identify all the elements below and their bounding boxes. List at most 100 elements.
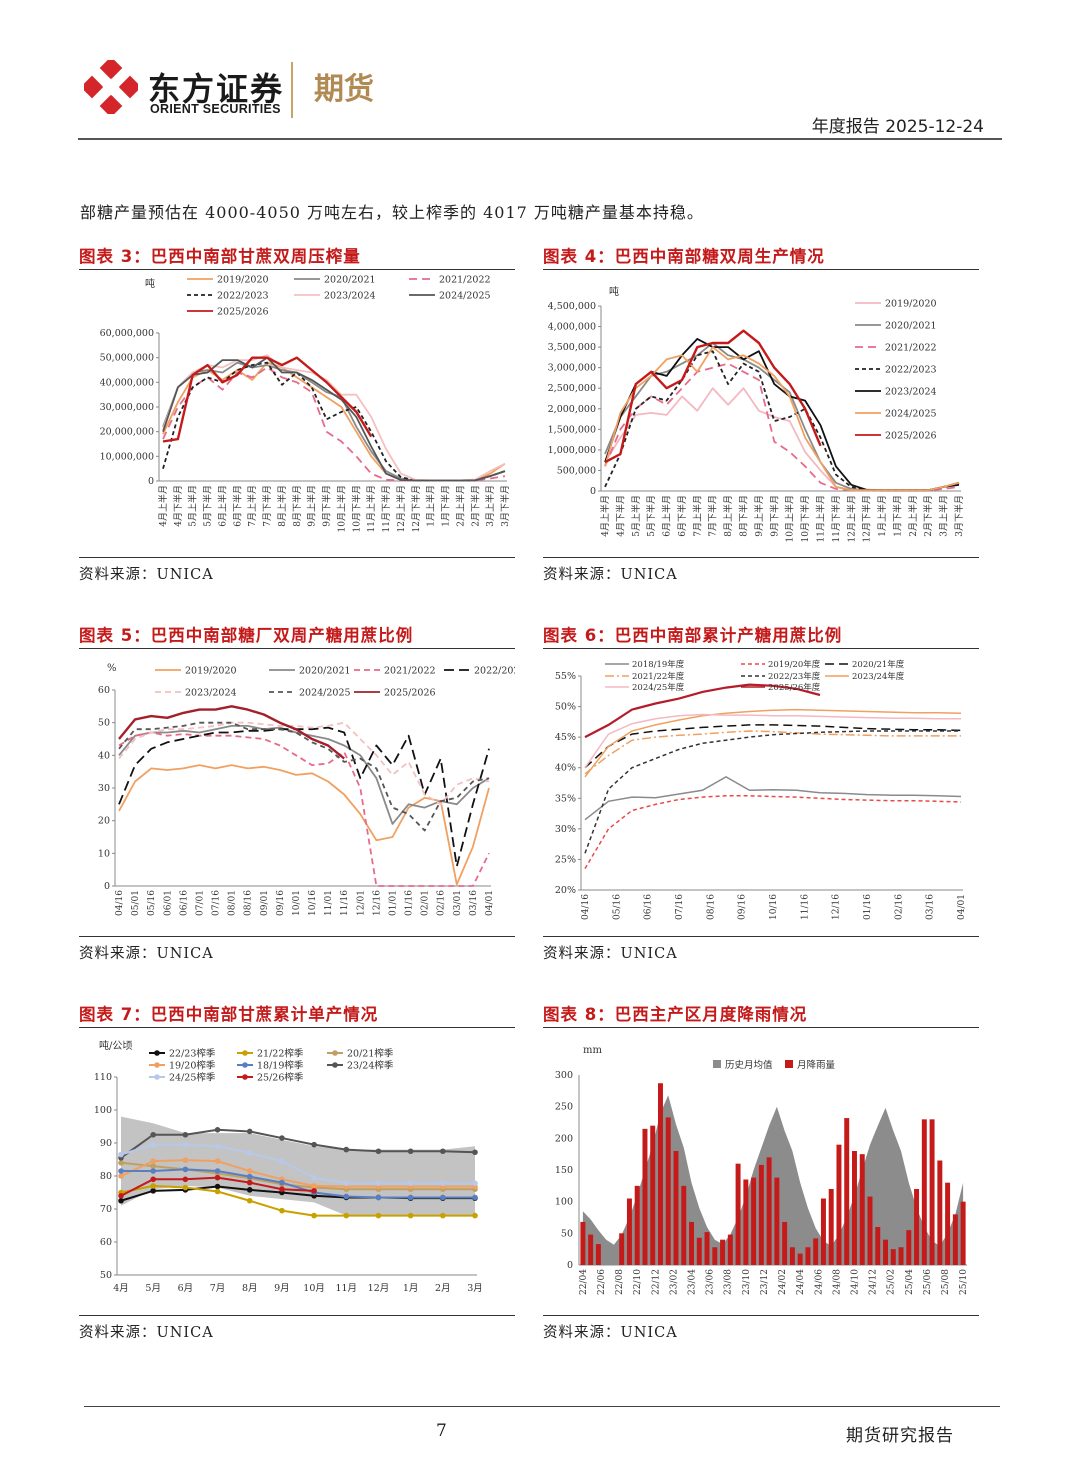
- series-point: [214, 1183, 221, 1190]
- rain-bar: [851, 1151, 857, 1265]
- rain-bar: [588, 1234, 594, 1265]
- x-tick-label: 4月上半月: [157, 485, 169, 527]
- x-tick-label: 9月上半月: [753, 495, 765, 537]
- x-tick-label: 23/02: [669, 1269, 679, 1295]
- legend-label: 2020/2021: [885, 321, 937, 332]
- header-rule: [78, 138, 1002, 140]
- y-tick-label: 45%: [555, 732, 576, 743]
- figure-rule: [79, 648, 515, 649]
- series-point: [182, 1157, 189, 1163]
- brand-name-en: ORIENT SECURITIES: [150, 102, 281, 116]
- y-tick-label: 60: [100, 1237, 112, 1248]
- rain-bar: [898, 1247, 904, 1265]
- x-tick-label: 01/16: [405, 890, 415, 916]
- legend-label: 20/21榨季: [347, 1048, 394, 1060]
- y-tick-label: 70: [100, 1204, 112, 1215]
- rain-bar: [712, 1247, 718, 1265]
- x-tick-label: 3月: [467, 1283, 483, 1294]
- series-point: [150, 1188, 156, 1194]
- series-point: [343, 1146, 350, 1153]
- x-tick-label: 06/16: [179, 890, 189, 916]
- rain-bar: [952, 1214, 958, 1265]
- x-tick-label: 12/16: [832, 894, 842, 920]
- legend-marker: [154, 1074, 160, 1080]
- series-point: [182, 1176, 189, 1183]
- y-tick-label: 0: [104, 881, 110, 892]
- chart-rainfall: 300 250 200 150 100 50 0 mm 22/04 22/06 22/08 22/10…: [555, 1045, 969, 1295]
- legend-label: 2024/2025: [885, 409, 937, 420]
- x-tick-label: 10月下半月: [799, 495, 811, 542]
- figure-rule: [79, 269, 515, 270]
- x-tick-label: 11月: [335, 1283, 357, 1294]
- x-tick-label: 24/12: [869, 1269, 879, 1295]
- series-line: [120, 1128, 476, 1159]
- x-tick-label: 1月下半月: [440, 485, 452, 527]
- chart-cane-yield: 110 100 90 80 70 60 50 吨/公顷 4月 5月 6月 7月 8月 9月 10月 11月 12…: [94, 1039, 483, 1294]
- x-tick-label: 11/16: [800, 894, 810, 920]
- y-tick-label: 30,000,000: [100, 402, 154, 413]
- header-divider: [291, 62, 293, 118]
- series-point: [311, 1141, 317, 1148]
- x-tick-label: 12/01: [356, 890, 366, 916]
- x-tick-label: 11月上半月: [814, 495, 826, 542]
- series-point: [472, 1194, 478, 1201]
- figure-title: 图表 5：巴西中南部糖厂双周产糖用蔗比例: [79, 626, 414, 645]
- series-point: [182, 1141, 189, 1148]
- series-point: [311, 1212, 317, 1219]
- series-line: [120, 1143, 475, 1185]
- y-tick-label: 250: [555, 1102, 573, 1113]
- x-tick-label: 23/06: [706, 1269, 716, 1295]
- y-tick-label: 60: [98, 685, 110, 696]
- figure-title: 图表 8：巴西主产区月度降雨情况: [543, 1005, 808, 1024]
- x-tick-label: 10月下半月: [350, 485, 362, 532]
- rain-bar: [929, 1119, 935, 1265]
- y-tick-label: 40,000,000: [100, 377, 154, 388]
- series-point: [118, 1160, 124, 1166]
- rain-bar: [820, 1198, 826, 1265]
- x-tick-label: 11月下半月: [830, 495, 842, 542]
- x-tick-label: 07/01: [195, 890, 205, 916]
- series-point: [407, 1212, 414, 1219]
- legend-label: 22/23榨季: [169, 1048, 216, 1060]
- x-tick-label: 6月: [178, 1283, 194, 1294]
- legend-label: 2021/2022: [439, 275, 491, 286]
- footer-label: 期货研究报告: [846, 1426, 954, 1446]
- x-tick-label: 2月上半月: [907, 495, 919, 537]
- y-tick-label: 60,000,000: [100, 328, 154, 339]
- legend-label: 2023/24年度: [852, 671, 905, 682]
- legend-label: 2024/2025: [299, 688, 351, 699]
- series-point: [375, 1180, 382, 1187]
- rain-bar: [758, 1164, 764, 1265]
- figure-rule: [79, 1315, 515, 1316]
- x-tick-label: 5月上半月: [630, 495, 642, 537]
- series-point: [150, 1176, 156, 1183]
- rain-bar: [704, 1232, 710, 1265]
- y-tick-label: 4,000,000: [548, 322, 596, 333]
- brand-subtitle: 期货: [314, 72, 374, 107]
- x-tick-label: 02/01: [421, 890, 431, 916]
- figure-source: 资料来源：UNICA: [79, 946, 214, 962]
- x-tick-label: 8月上半月: [722, 495, 734, 537]
- x-tick-label: 8月下半月: [291, 485, 303, 527]
- y-tick-label: 0: [148, 476, 154, 487]
- x-tick-label: 12月下半月: [861, 495, 873, 542]
- series-line: [584, 776, 962, 821]
- series-point: [279, 1207, 285, 1214]
- series-line: [120, 1159, 475, 1188]
- x-tick-label: 11/16: [340, 890, 350, 916]
- x-tick-label: 5月下半月: [645, 495, 657, 537]
- series-point: [214, 1188, 221, 1195]
- x-tick-label: 07/16: [212, 890, 222, 916]
- series-line: [604, 346, 960, 492]
- y-tick-label: 35%: [555, 793, 576, 804]
- series-point: [279, 1179, 285, 1186]
- x-tick-label: 12月下半月: [410, 485, 422, 532]
- x-tick-label: 5月: [145, 1283, 161, 1294]
- x-tick-label: 24/06: [814, 1269, 824, 1295]
- rain-bar: [673, 1151, 679, 1265]
- x-tick-label: 05/16: [612, 894, 622, 920]
- series-point: [150, 1183, 156, 1189]
- x-tick-label: 4月: [113, 1283, 129, 1294]
- x-tick-label: 5月上半月: [187, 485, 199, 527]
- rain-bar: [813, 1238, 819, 1265]
